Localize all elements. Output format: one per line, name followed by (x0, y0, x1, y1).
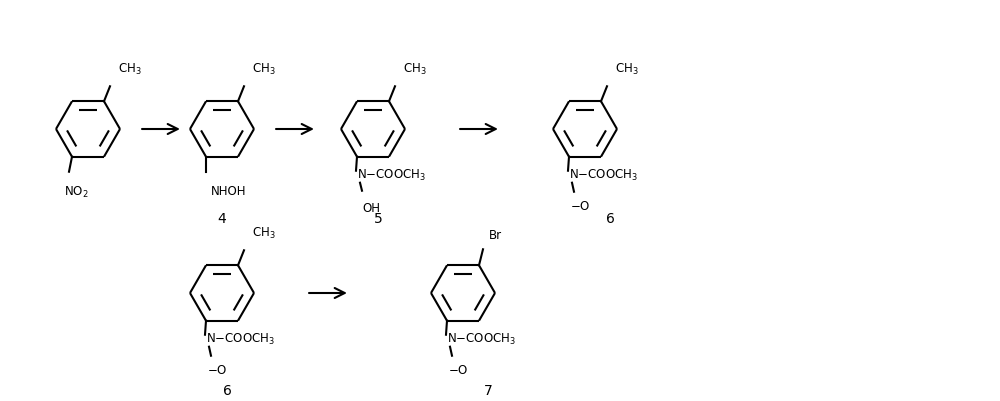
Text: Br: Br (489, 229, 502, 242)
Text: N$-$COOCH$_3$: N$-$COOCH$_3$ (357, 168, 426, 183)
Text: 6: 6 (223, 383, 231, 397)
Text: CH$_3$: CH$_3$ (252, 226, 276, 241)
Text: N$-$COOCH$_3$: N$-$COOCH$_3$ (206, 331, 275, 346)
Text: $-$O: $-$O (207, 363, 227, 376)
Text: CH$_3$: CH$_3$ (118, 62, 142, 77)
Text: CH$_3$: CH$_3$ (403, 62, 427, 77)
Text: NO$_2$: NO$_2$ (64, 184, 89, 199)
Text: 4: 4 (218, 211, 226, 225)
Text: NHOH: NHOH (211, 184, 247, 197)
Text: N$-$COOCH$_3$: N$-$COOCH$_3$ (569, 168, 638, 183)
Text: 5: 5 (374, 211, 382, 225)
Text: CH$_3$: CH$_3$ (252, 62, 276, 77)
Text: 6: 6 (606, 211, 614, 225)
Text: $-$O: $-$O (570, 199, 590, 212)
Text: N$-$COOCH$_3$: N$-$COOCH$_3$ (447, 331, 516, 346)
Text: OH: OH (362, 201, 380, 214)
Text: CH$_3$: CH$_3$ (615, 62, 639, 77)
Text: $-$O: $-$O (448, 363, 468, 376)
Text: 7: 7 (484, 383, 492, 397)
